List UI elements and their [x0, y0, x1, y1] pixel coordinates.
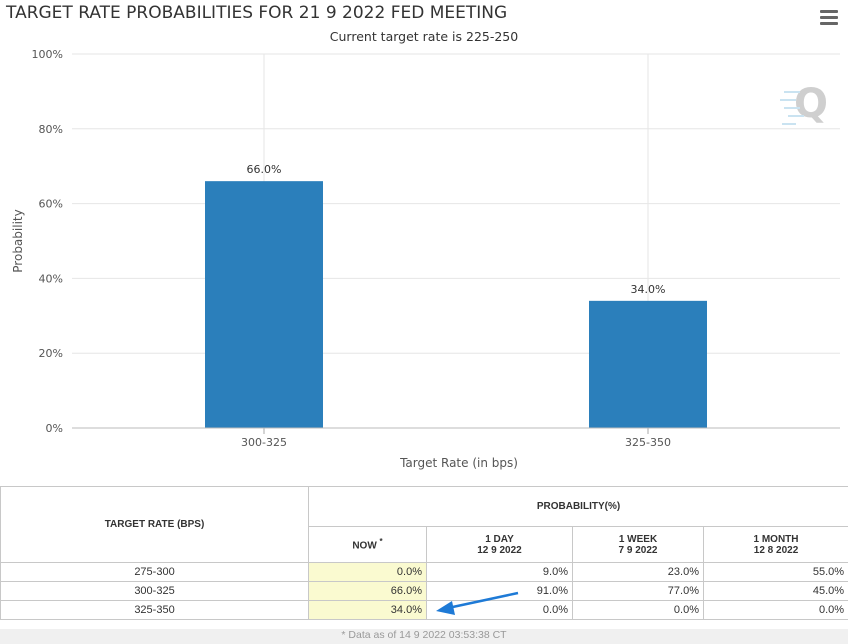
y-tick-label: 60% [39, 198, 63, 211]
table-row: 325-350 34.0% 0.0% 0.0% 0.0% [0, 600, 848, 620]
x-tick-label: 325-350 [625, 436, 671, 449]
data-timestamp-footnote: * Data as of 14 9 2022 03:53:38 CT [0, 629, 848, 644]
y-tick-label: 20% [39, 347, 63, 360]
cell-month: 55.0% [702, 562, 848, 582]
cell-rate: 325-350 [0, 600, 309, 620]
bar-data-label: 34.0% [631, 283, 666, 296]
cell-now: 34.0% [308, 600, 427, 620]
cell-rate: 275-300 [0, 562, 309, 582]
y-axis-title: Probability [11, 209, 25, 272]
cell-month: 45.0% [702, 581, 848, 601]
y-tick-label: 100% [32, 48, 63, 61]
y-tick-label: 0% [46, 422, 63, 435]
probability-table-container: TARGET RATE (BPS) PROBABILITY(%) NOW * 1… [0, 486, 848, 620]
hamburger-menu-icon[interactable] [820, 10, 838, 26]
x-tick-label: 300-325 [241, 436, 287, 449]
cell-month: 0.0% [702, 600, 848, 620]
chart-subtitle: Current target rate is 225-250 [329, 29, 519, 44]
cell-rate: 300-325 [0, 581, 309, 601]
cell-week: 0.0% [572, 600, 704, 620]
y-tick-label: 40% [39, 272, 63, 285]
bar-data-label: 66.0% [247, 163, 282, 176]
header-1-day: 1 DAY 12 9 2022 [426, 526, 573, 563]
header-probability: PROBABILITY(%) [307, 486, 848, 527]
bar-chart: 0% 20% 40% 60% 80% 100% 66.0% 300-325 34.0% 325-3… [11, 48, 840, 470]
q-logo-icon: Q [780, 81, 828, 127]
cell-day: 9.0% [426, 562, 573, 582]
x-axis-title: Target Rate (in bps) [399, 456, 518, 470]
y-tick-label: 80% [39, 123, 63, 136]
cell-now: 66.0% [308, 581, 427, 601]
cell-week: 77.0% [572, 581, 704, 601]
cell-day: 0.0% [426, 600, 573, 620]
header-now: NOW * [308, 526, 427, 563]
probability-table: TARGET RATE (BPS) PROBABILITY(%) NOW * 1… [0, 486, 848, 620]
bar [205, 181, 323, 428]
table-row: 300-325 66.0% 91.0% 77.0% 45.0% [0, 581, 848, 601]
cell-day: 91.0% [426, 581, 573, 601]
header-1-month: 1 MONTH 12 8 2022 [702, 526, 848, 563]
header-1-week: 1 WEEK 7 9 2022 [572, 526, 704, 563]
cell-week: 23.0% [572, 562, 704, 582]
header-target-rate: TARGET RATE (BPS) [0, 486, 309, 563]
svg-text:Q: Q [794, 81, 828, 127]
cell-now: 0.0% [308, 562, 427, 582]
bar [589, 300, 707, 428]
chart-title: TARGET RATE PROBABILITIES FOR 21 9 2022 … [6, 3, 508, 23]
table-row: 275-300 0.0% 9.0% 23.0% 55.0% [0, 562, 848, 582]
